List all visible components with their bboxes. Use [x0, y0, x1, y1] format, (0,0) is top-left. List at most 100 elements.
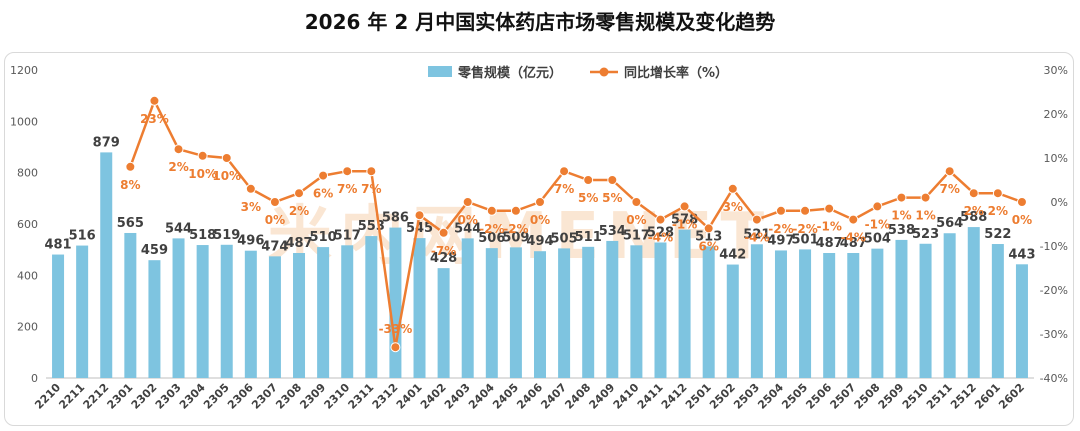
bar: [196, 245, 209, 378]
left-axis-tick: 200: [17, 321, 38, 334]
right-axis-tick: 30%: [1044, 64, 1068, 77]
growth-label: 0%: [458, 213, 478, 227]
bar: [726, 264, 739, 378]
x-axis-tick: 2505: [779, 381, 810, 412]
x-axis-tick: 2306: [225, 381, 256, 412]
growth-label: 2%: [289, 204, 309, 218]
growth-point: [848, 214, 859, 225]
left-axis-tick: 800: [17, 167, 38, 180]
x-axis-tick: 2503: [731, 381, 762, 412]
legend-bar-label: 零售规模（亿元）: [457, 65, 562, 81]
growth-point: [414, 210, 425, 221]
bar: [702, 246, 715, 378]
growth-point: [559, 166, 570, 177]
bar: [124, 232, 137, 378]
growth-point: [1016, 197, 1027, 207]
growth-point: [173, 144, 184, 155]
bar: [485, 248, 498, 378]
bar-value-label: 497: [767, 233, 794, 248]
bar-value-label: 442: [719, 248, 746, 263]
growth-label: -7%: [431, 244, 456, 258]
growth-point: [727, 183, 738, 194]
growth-label: -1%: [672, 217, 697, 231]
growth-point: [535, 197, 545, 207]
bar-value-label: 509: [502, 230, 529, 245]
x-axis-tick: 2307: [249, 381, 280, 412]
x-axis-tick: 2509: [876, 381, 907, 412]
x-axis-tick: 2304: [177, 381, 208, 412]
growth-label: -2%: [768, 222, 793, 236]
bar-value-label: 501: [792, 232, 819, 247]
growth-label: -2%: [479, 222, 504, 236]
bar-value-label: 519: [213, 228, 240, 243]
bar-value-label: 545: [406, 221, 433, 236]
x-axis-tick: 2303: [153, 381, 184, 412]
bar-value-label: 517: [334, 228, 361, 243]
bar: [341, 245, 354, 378]
growth-point: [125, 161, 136, 172]
x-axis-tick: 2406: [514, 381, 545, 412]
right-axis-tick: -30%: [1040, 328, 1068, 341]
bar: [871, 248, 884, 378]
chart-title: 2026 年 2 月中国实体药店市场零售规模及变化趋势: [304, 10, 776, 34]
x-axis-tick: 2601: [972, 381, 1003, 412]
bar-value-label: 494: [526, 234, 553, 249]
legend-line-label: 同比增长率（%）: [624, 65, 728, 81]
growth-label: 6%: [313, 187, 333, 201]
growth-point: [269, 197, 280, 207]
legend-line-marker: [599, 67, 609, 77]
growth-label: -33%: [379, 322, 413, 336]
growth-label: 6%: [698, 239, 718, 253]
growth-point: [245, 183, 256, 194]
bar-value-label: 505: [551, 231, 578, 246]
growth-label: 10%: [188, 167, 217, 181]
bar-value-label: 428: [430, 251, 457, 266]
growth-point: [872, 201, 883, 212]
bar-value-label: 516: [69, 229, 96, 244]
growth-point: [342, 166, 353, 177]
x-axis-tick: 2511: [924, 381, 955, 412]
bar-value-label: 538: [888, 223, 915, 238]
bar-value-label: 459: [141, 243, 168, 258]
bar: [943, 233, 956, 378]
bar: [365, 236, 378, 378]
growth-point: [438, 227, 449, 238]
bar: [799, 249, 812, 378]
x-axis-tick: 2403: [442, 381, 473, 412]
bar: [991, 244, 1004, 378]
growth-point: [607, 175, 618, 185]
x-axis-tick: 2512: [948, 381, 979, 412]
growth-point: [944, 166, 955, 177]
x-axis-tick: 2510: [900, 381, 931, 412]
x-axis-tick: 2308: [273, 381, 304, 412]
bar-value-label: 513: [695, 229, 722, 244]
bar: [461, 238, 474, 378]
growth-label: -4%: [744, 231, 769, 245]
bar-value-label: 528: [647, 225, 674, 240]
growth-label: 0%: [1012, 213, 1032, 227]
left-axis-tick: 1200: [10, 64, 38, 77]
bar: [244, 250, 257, 378]
x-axis-tick: 2408: [562, 381, 593, 412]
growth-point: [920, 192, 931, 203]
left-axis-tick: 1000: [10, 115, 38, 128]
bar: [750, 244, 763, 378]
growth-point: [800, 205, 811, 216]
bar: [582, 246, 595, 378]
bar: [76, 245, 89, 378]
bar-value-label: 506: [478, 231, 505, 246]
bar-value-label: 534: [599, 224, 626, 239]
bar: [967, 227, 980, 378]
bar: [847, 253, 860, 378]
growth-label: 0%: [265, 213, 285, 227]
x-axis-tick: 2407: [538, 381, 569, 412]
x-axis-tick: 2309: [297, 381, 328, 412]
x-axis-tick: 2602: [996, 381, 1027, 412]
bar: [509, 247, 522, 378]
bar-value-label: 481: [44, 238, 71, 253]
growth-label: 5%: [602, 191, 622, 205]
right-axis-tick: 20%: [1044, 108, 1068, 121]
x-axis-tick: 2211: [56, 381, 87, 412]
right-axis-tick: -40%: [1040, 372, 1068, 385]
growth-label: 0%: [626, 213, 646, 227]
